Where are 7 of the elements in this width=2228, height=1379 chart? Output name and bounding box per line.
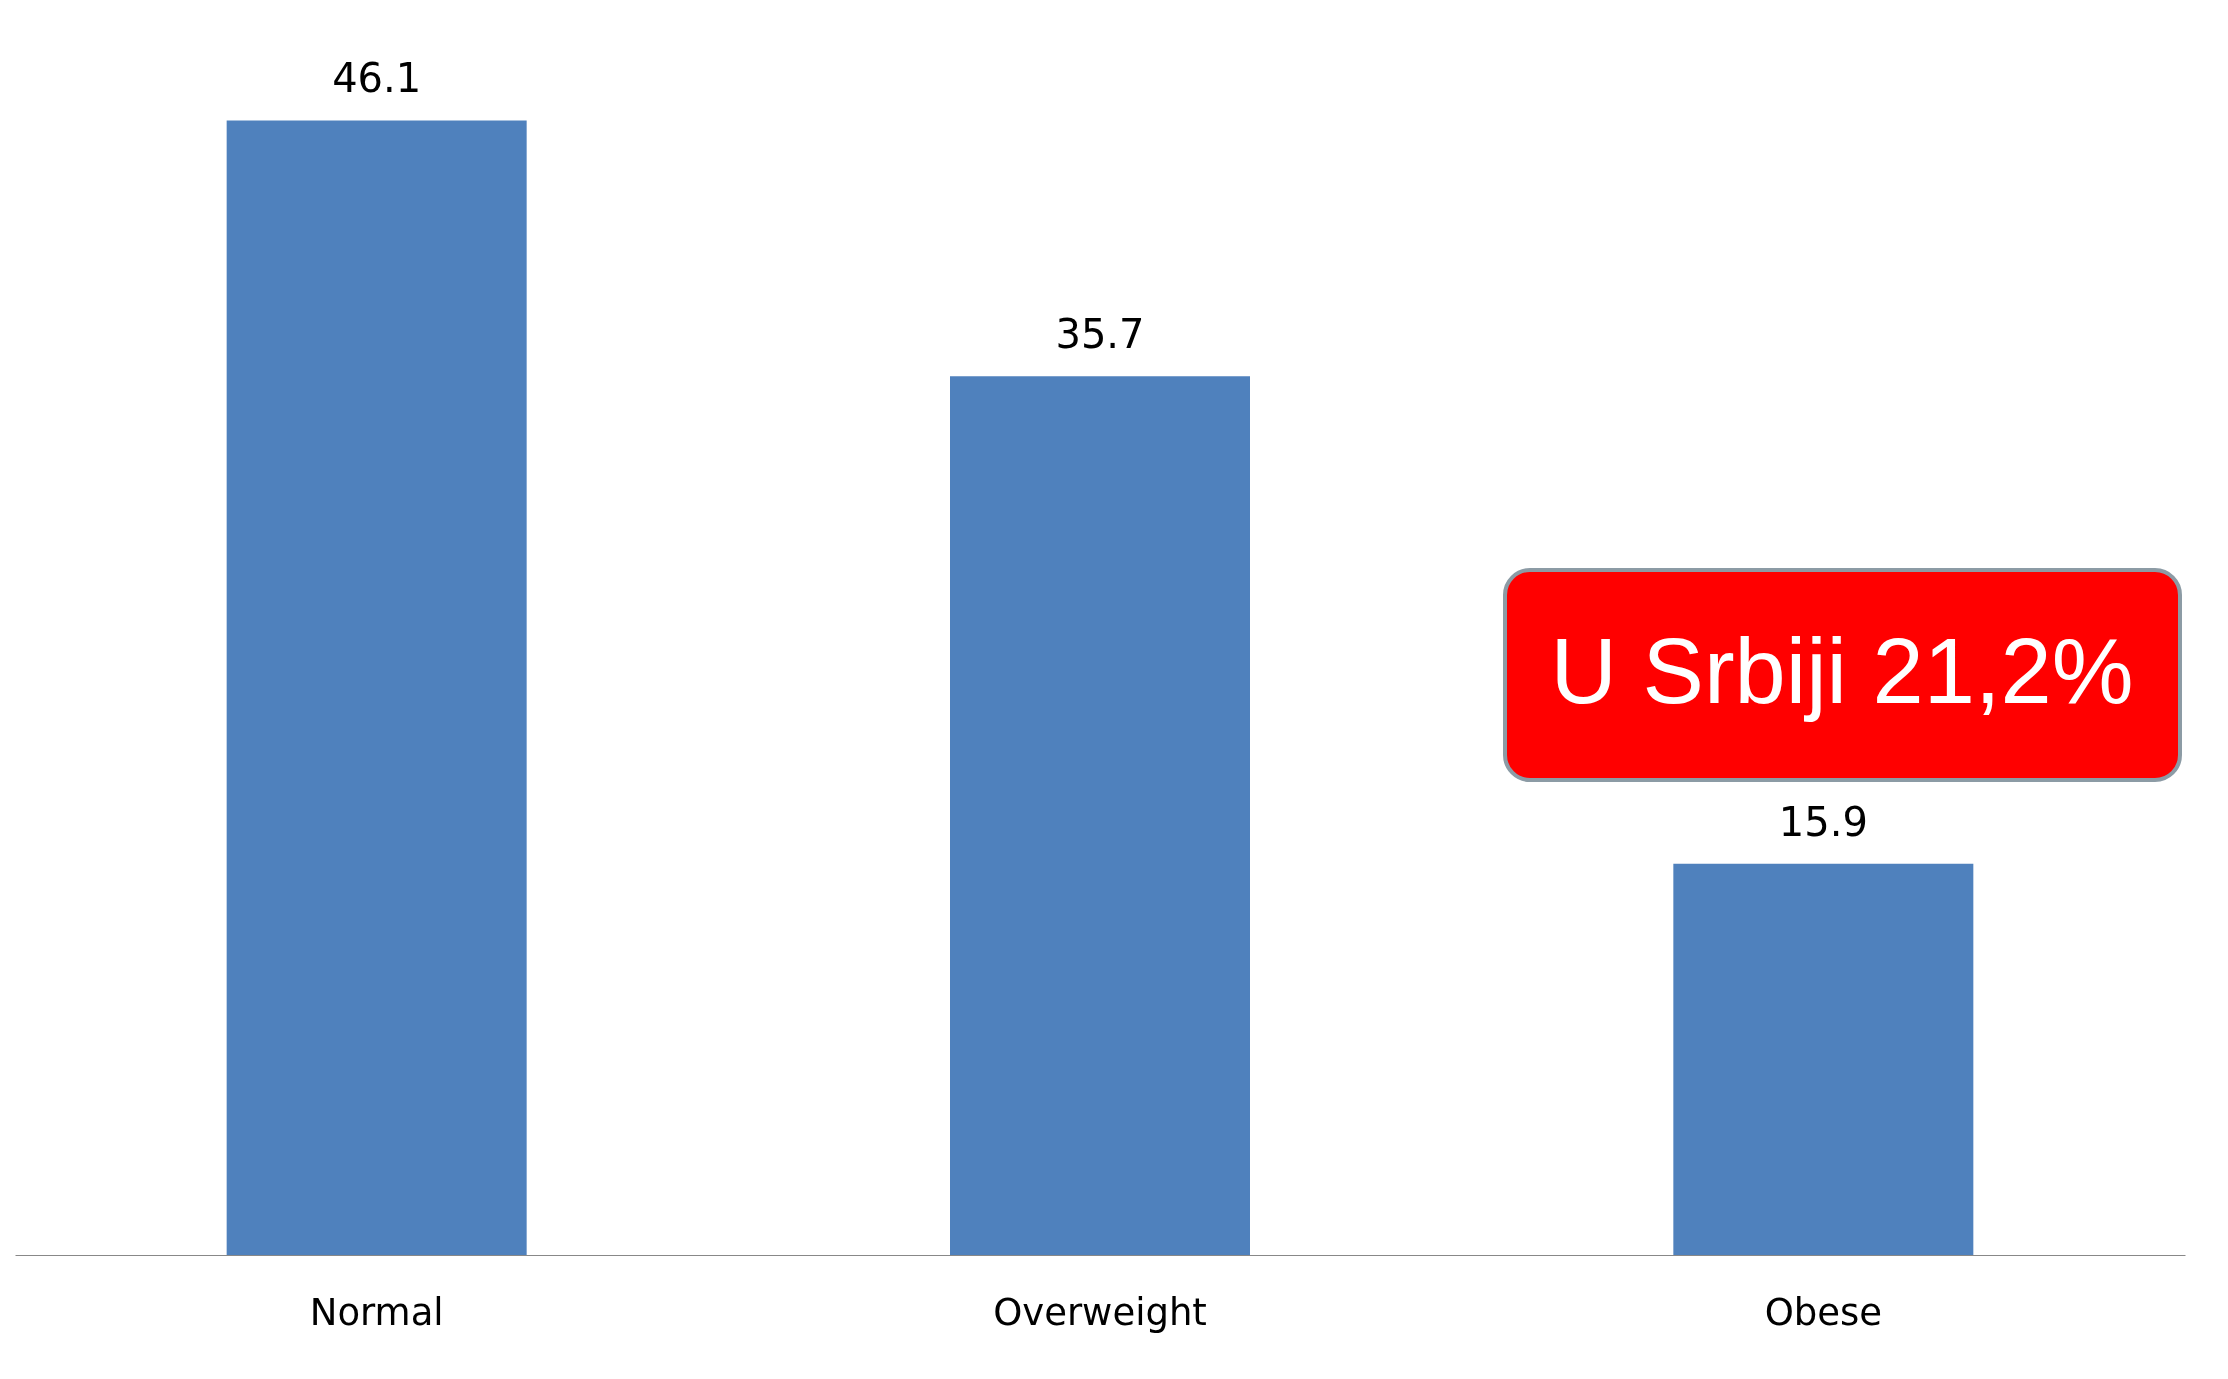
x-tick-label: Overweight <box>993 1290 1207 1334</box>
data-label: 35.7 <box>1055 311 1145 358</box>
annotation: U Srbiji 21,2% <box>1550 620 2134 722</box>
data-label: 15.9 <box>1778 798 1868 845</box>
x-tick-label: Normal <box>309 1290 444 1334</box>
x-tick-label: Obese <box>1764 1290 1883 1334</box>
data-label: 46.1 <box>332 55 422 102</box>
